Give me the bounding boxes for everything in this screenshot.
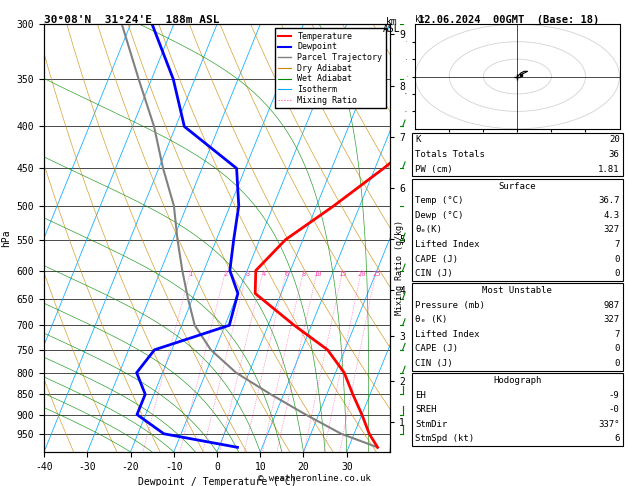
Text: CIN (J): CIN (J) [415, 269, 453, 278]
Text: 7: 7 [614, 330, 620, 339]
Text: kt: kt [415, 15, 425, 24]
Text: Totals Totals: Totals Totals [415, 150, 485, 159]
Text: Most Unstable: Most Unstable [482, 286, 552, 295]
Text: 987: 987 [603, 301, 620, 310]
Text: © weatheronline.co.uk: © weatheronline.co.uk [258, 474, 371, 483]
Text: EH: EH [415, 391, 426, 399]
Text: 337°: 337° [598, 420, 620, 429]
Text: 7: 7 [614, 240, 620, 249]
Text: PW (cm): PW (cm) [415, 165, 453, 174]
Text: 0: 0 [614, 255, 620, 263]
Text: 6: 6 [614, 434, 620, 443]
Text: CIN (J): CIN (J) [415, 359, 453, 368]
Text: 2: 2 [223, 271, 228, 277]
Text: 0: 0 [614, 269, 620, 278]
Text: 8: 8 [301, 271, 306, 277]
Text: Temp (°C): Temp (°C) [415, 196, 464, 205]
Text: ASL: ASL [383, 24, 401, 35]
Text: -9: -9 [609, 391, 620, 399]
Legend: Temperature, Dewpoint, Parcel Trajectory, Dry Adiabat, Wet Adiabat, Isotherm, Mi: Temperature, Dewpoint, Parcel Trajectory… [275, 29, 386, 108]
Text: StmDir: StmDir [415, 420, 447, 429]
Text: 15: 15 [338, 271, 347, 277]
Text: CAPE (J): CAPE (J) [415, 345, 458, 353]
Text: Lifted Index: Lifted Index [415, 240, 480, 249]
Text: Surface: Surface [499, 182, 536, 191]
Text: 3: 3 [245, 271, 250, 277]
Text: Hodograph: Hodograph [493, 376, 542, 385]
Text: 1: 1 [189, 271, 193, 277]
Text: StmSpd (kt): StmSpd (kt) [415, 434, 474, 443]
Y-axis label: hPa: hPa [1, 229, 11, 247]
Text: Dewp (°C): Dewp (°C) [415, 211, 464, 220]
Text: Pressure (mb): Pressure (mb) [415, 301, 485, 310]
Text: Mixing Ratio (g/kg): Mixing Ratio (g/kg) [395, 220, 404, 315]
Text: 30°08'N  31°24'E  188m ASL: 30°08'N 31°24'E 188m ASL [44, 15, 220, 25]
Text: SREH: SREH [415, 405, 437, 414]
Text: Lifted Index: Lifted Index [415, 330, 480, 339]
Text: 0: 0 [614, 359, 620, 368]
Text: 36.7: 36.7 [598, 196, 620, 205]
Text: K: K [415, 136, 421, 144]
Text: 12.06.2024  00GMT  (Base: 18): 12.06.2024 00GMT (Base: 18) [418, 15, 599, 25]
Text: 327: 327 [603, 226, 620, 234]
Text: 25: 25 [372, 271, 381, 277]
X-axis label: Dewpoint / Temperature (°C): Dewpoint / Temperature (°C) [138, 477, 296, 486]
Text: 20: 20 [609, 136, 620, 144]
Text: 0: 0 [614, 345, 620, 353]
Text: 1.81: 1.81 [598, 165, 620, 174]
Text: 6: 6 [284, 271, 289, 277]
Text: CAPE (J): CAPE (J) [415, 255, 458, 263]
Text: θₑ (K): θₑ (K) [415, 315, 447, 324]
Text: 20: 20 [357, 271, 365, 277]
Text: -0: -0 [609, 405, 620, 414]
Text: 10: 10 [313, 271, 321, 277]
Text: 327: 327 [603, 315, 620, 324]
Text: km: km [386, 17, 398, 27]
Text: 4: 4 [261, 271, 265, 277]
Text: 36: 36 [609, 150, 620, 159]
Text: θₑ(K): θₑ(K) [415, 226, 442, 234]
Text: 4.3: 4.3 [603, 211, 620, 220]
